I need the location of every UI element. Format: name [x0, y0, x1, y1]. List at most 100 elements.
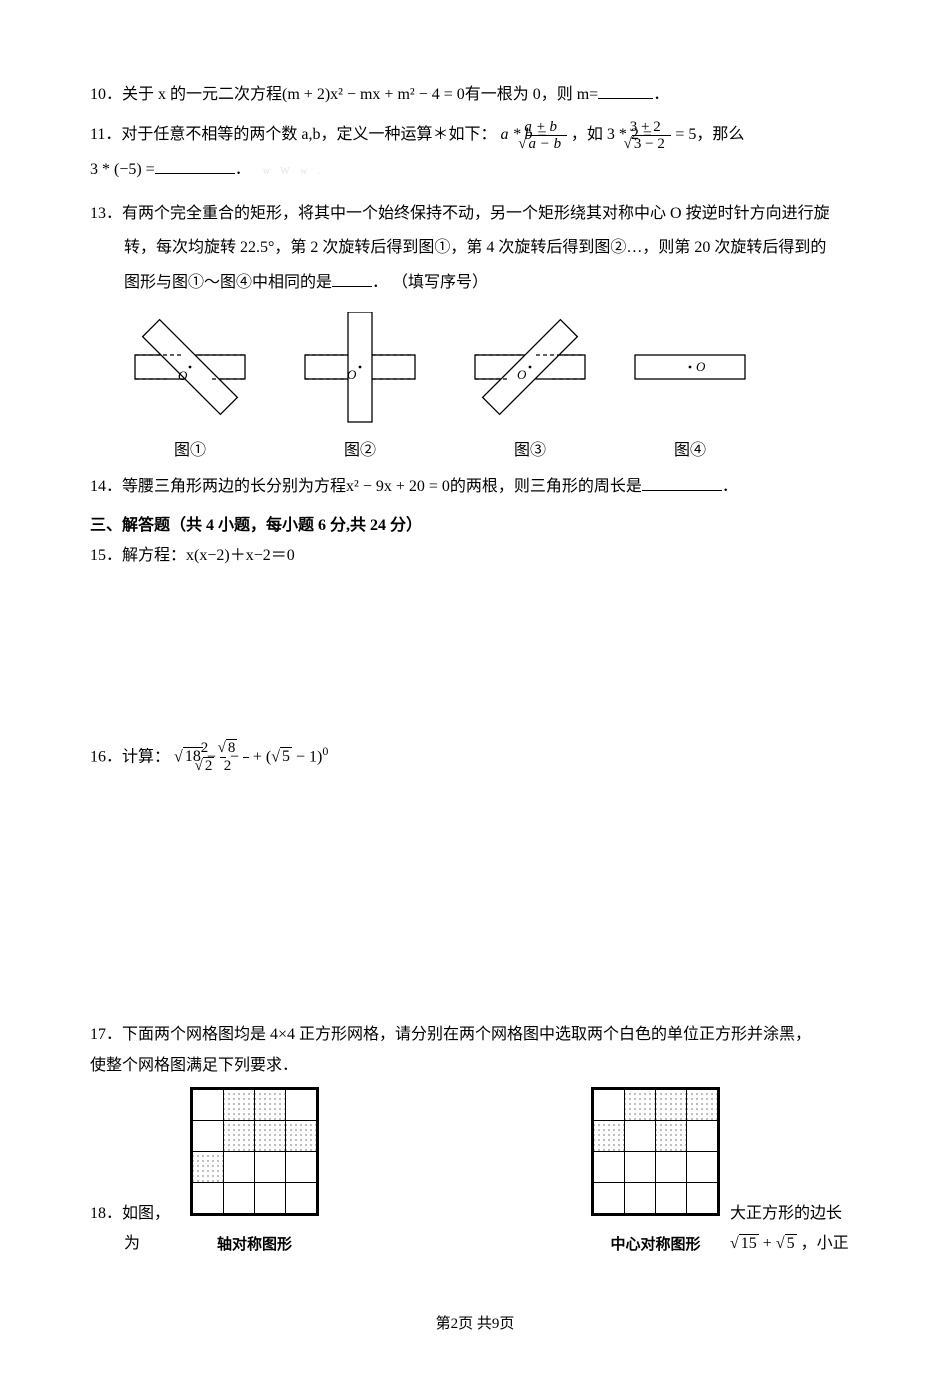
- q13-figures: O 图① O 图②: [120, 312, 860, 466]
- grid-cell: [687, 1089, 718, 1120]
- fig3-caption: 图③: [460, 436, 600, 466]
- q13-line3-b: ． （填写序号）: [372, 274, 488, 291]
- q18-sqrt-b: 5: [785, 1234, 797, 1252]
- fig1-svg: O: [120, 312, 260, 432]
- grid-2-label: 中心对称图形: [591, 1231, 720, 1260]
- q13-num: 13．: [90, 205, 122, 222]
- q14-blank: [642, 473, 722, 492]
- grid-cell: [656, 1089, 687, 1120]
- q18-num: 18．: [90, 1205, 122, 1222]
- q18-sqrt-a: 15: [739, 1234, 759, 1252]
- watermark-text: w W w .: [263, 166, 325, 177]
- page-footer: 第2页 共9页: [90, 1310, 860, 1339]
- q13-line1: 有两个完全重合的矩形，将其中一个始终保持不动，另一个矩形绕其对称中心 O 按逆时…: [122, 205, 830, 222]
- q11-frac1-den: √a − b: [551, 136, 567, 153]
- q18-line2-pre: 为: [124, 1235, 140, 1252]
- q15-num: 15．: [90, 547, 122, 564]
- grid-2-container: 中心对称图形: [591, 1087, 720, 1260]
- q16-exp0: 0: [322, 744, 328, 758]
- q14-num: 14．: [90, 478, 122, 495]
- grid-cell: [286, 1151, 317, 1182]
- q10-eqn: (m + 2)x² − mx + m² − 4 = 0: [282, 86, 465, 103]
- q18-left-col: 18．如图， 为: [90, 1089, 190, 1260]
- q11-text-b: ，如: [571, 126, 603, 143]
- grid-2: [591, 1087, 720, 1216]
- grid-1: [190, 1087, 319, 1216]
- grid-cell: [687, 1182, 718, 1213]
- grid-cell: [687, 1151, 718, 1182]
- q16-plus: + (: [253, 748, 271, 765]
- grid-cell: [255, 1120, 286, 1151]
- q18-right-col: 大正方形的边长 √15 + √5 ，小正: [720, 1089, 860, 1260]
- grid-cell: [687, 1120, 718, 1151]
- grid-cell: [594, 1182, 625, 1213]
- fig4-caption: 图④: [630, 436, 750, 466]
- q17-line1: 下面两个网格图均是 4×4 正方形网格，请分别在两个网格图中选取两个白色的单位正…: [122, 1026, 811, 1043]
- q11-eq-right: = 5: [675, 126, 696, 143]
- q10-text-b: 有一根为 0，则 m=: [465, 86, 598, 103]
- fig-3: O 图③: [460, 312, 600, 466]
- grid-1-container: 轴对称图形: [190, 1087, 319, 1260]
- q11-tail: ．: [235, 161, 251, 178]
- section-3-title: 三、解答题（共 4 小题，每小题 6 分,共 24 分）: [90, 511, 860, 541]
- fig1-caption: 图①: [120, 436, 260, 466]
- q14-eqn: x² − 9x + 20 = 0: [346, 478, 450, 495]
- q11-frac1-num: a + b: [551, 119, 567, 137]
- fig-2: O 图②: [290, 312, 430, 466]
- grid-cell: [286, 1089, 317, 1120]
- q17-num: 17．: [90, 1026, 122, 1043]
- svg-text:O: O: [347, 367, 357, 382]
- q16-sqrt18: √: [174, 748, 183, 765]
- grid-1-label: 轴对称图形: [190, 1231, 319, 1260]
- grid-cell: [656, 1182, 687, 1213]
- q11-frac1: a + b √a − b: [551, 119, 567, 153]
- question-17: 17．下面两个网格图均是 4×4 正方形网格，请分别在两个网格图中选取两个白色的…: [90, 1020, 860, 1081]
- fig2-caption: 图②: [290, 436, 430, 466]
- q11-num: 11．: [90, 126, 121, 143]
- question-10: 10．关于 x 的一元二次方程(m + 2)x² − mx + m² − 4 =…: [90, 80, 860, 110]
- q11-frac2-num: 3 + 2: [656, 119, 672, 137]
- grid-cell: [625, 1182, 656, 1213]
- svg-text:O: O: [517, 367, 527, 382]
- q18-pre: 如图，: [122, 1205, 170, 1222]
- q10-blank: [598, 80, 653, 99]
- q11-blank: [155, 155, 235, 174]
- grid-cell: [656, 1151, 687, 1182]
- q18-right2-tail: ，小正: [801, 1235, 849, 1252]
- q18-right1: 大正方形的边长: [730, 1199, 860, 1229]
- fig-1: O 图①: [120, 312, 260, 466]
- question-13: 13．有两个完全重合的矩形，将其中一个始终保持不动，另一个矩形绕其对称中心 O …: [90, 199, 860, 466]
- q15-text: 解方程：x(x−2)＋x−2＝0: [122, 547, 295, 564]
- q14-text-a: 等腰三角形两边的长分别为方程: [122, 478, 346, 495]
- grid-cell: [625, 1120, 656, 1151]
- grid-cell: [255, 1089, 286, 1120]
- q16-text-a: 计算：: [122, 748, 170, 765]
- grid-cell: [594, 1120, 625, 1151]
- q14-tail: ．: [722, 478, 738, 495]
- q13-blank: [332, 268, 372, 287]
- fig3-svg: O: [460, 312, 600, 432]
- q13-line2: 转，每次均旋转 22.5°，第 2 次旋转后得到图①，第 4 次旋转后得到图②……: [124, 239, 826, 256]
- q16-frac2: √8 2: [243, 740, 249, 774]
- grid-cell: [193, 1182, 224, 1213]
- grids-and-q18: 18．如图， 为 轴对称图形 中心对称图形 大正方形的边长 √15 + √5 ，…: [90, 1087, 860, 1260]
- fig4-svg: O: [630, 312, 750, 432]
- question-16: 16．计算： √18 − 2 √2 − √8 2 + (√5 − 1)0: [90, 738, 860, 775]
- q13-line3-a: 图形与图①～图④中相同的是: [124, 274, 332, 291]
- q10-num: 10．: [90, 86, 122, 103]
- grid-cell: [224, 1182, 255, 1213]
- q14-text-b: 的两根，则三角形的周长是: [450, 478, 642, 495]
- question-11: 11．对于任意不相等的两个数 a,b，定义一种运算＊如下： a * b = a …: [90, 116, 860, 185]
- grid-cell: [625, 1089, 656, 1120]
- svg-text:O: O: [178, 368, 188, 383]
- fig2-svg: O: [290, 312, 430, 432]
- grid-cell: [193, 1120, 224, 1151]
- grid-cell: [224, 1151, 255, 1182]
- question-15: 15．解方程：x(x−2)＋x−2＝0: [90, 541, 860, 571]
- grid-cell: [255, 1151, 286, 1182]
- grid-cell: [255, 1182, 286, 1213]
- fig-4: O 图④: [630, 312, 750, 466]
- svg-text:O: O: [696, 359, 706, 374]
- grid-cell: [224, 1089, 255, 1120]
- q11-frac2: 3 + 2 √3 − 2: [656, 119, 672, 153]
